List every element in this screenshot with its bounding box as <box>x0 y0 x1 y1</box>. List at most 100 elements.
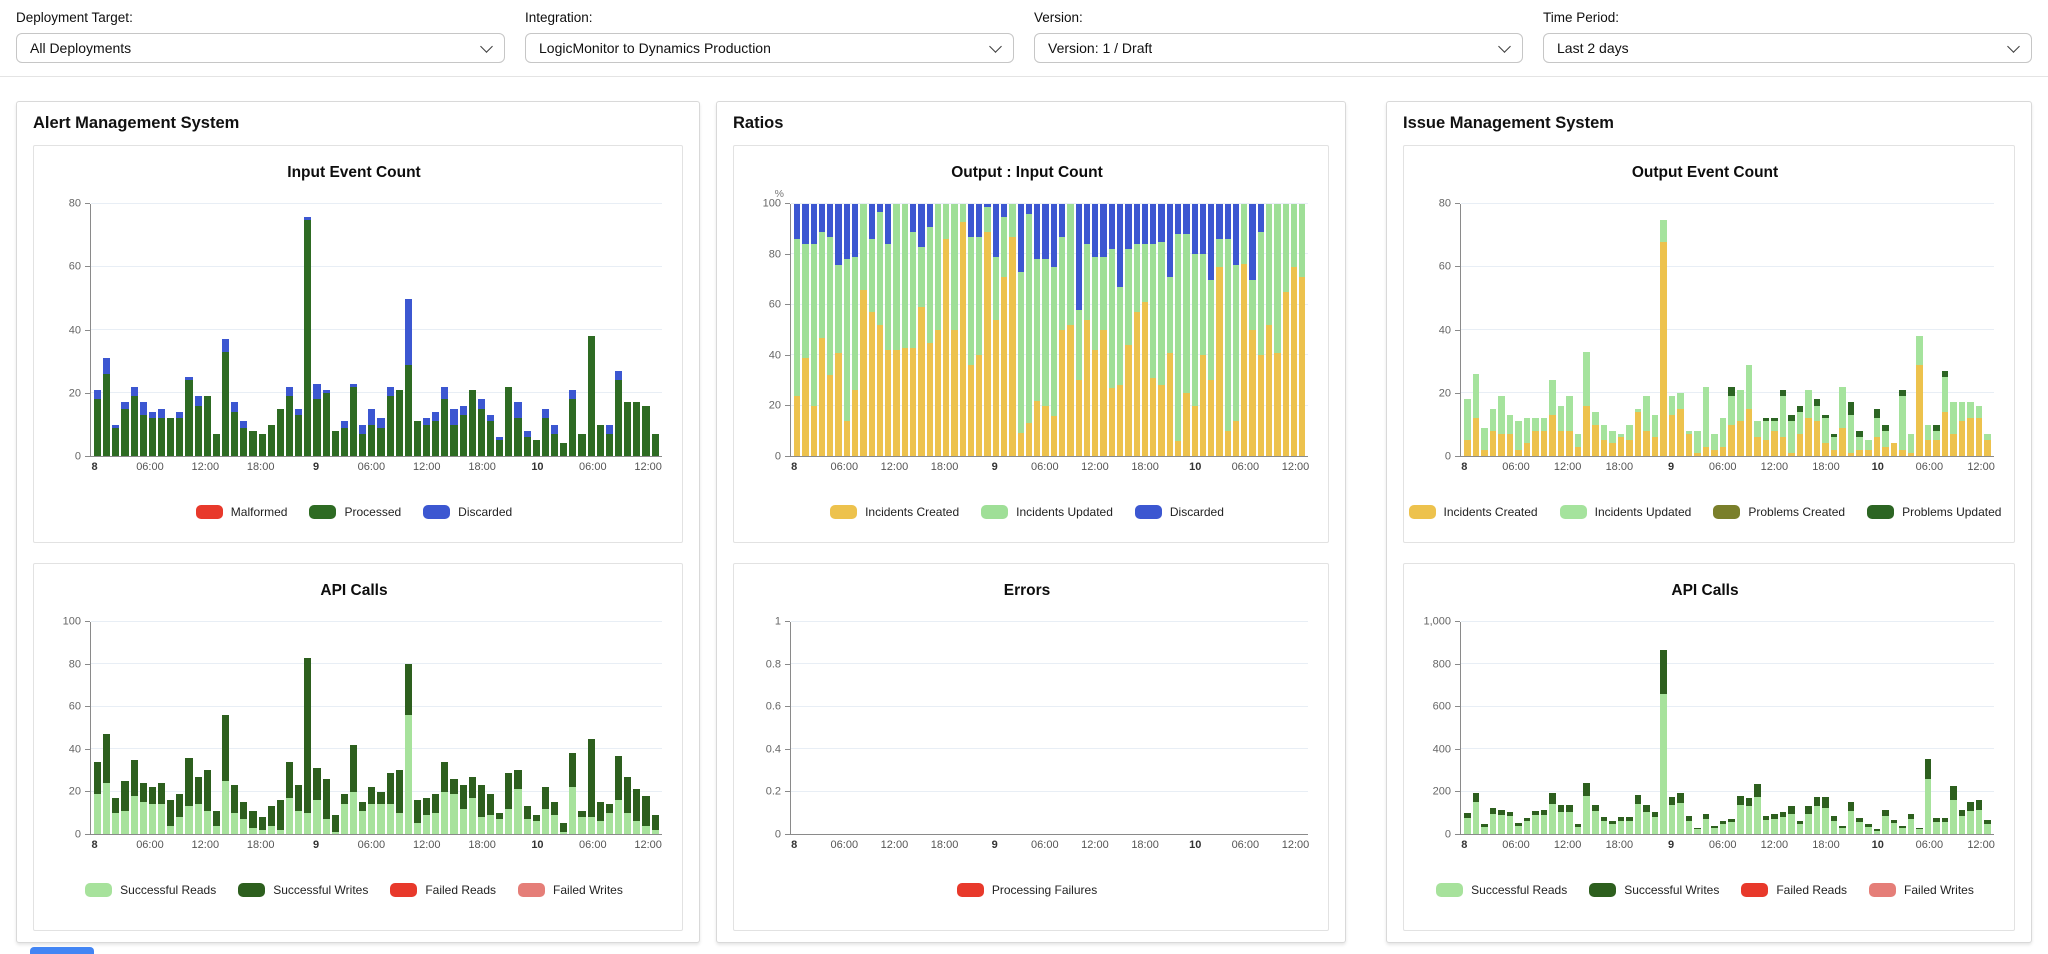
bar[interactable] <box>441 204 449 456</box>
bar[interactable] <box>1788 204 1795 456</box>
bar[interactable] <box>1001 204 1008 456</box>
bar[interactable] <box>359 622 367 834</box>
bar[interactable] <box>1694 622 1701 834</box>
bar[interactable] <box>1660 622 1667 834</box>
bar[interactable] <box>1583 622 1590 834</box>
bar[interactable] <box>860 622 866 834</box>
bar[interactable] <box>1813 204 1821 456</box>
time-period-select[interactable]: Last 2 days <box>1543 33 2032 63</box>
bar[interactable] <box>1933 622 1940 834</box>
legend-item-successful-writes[interactable]: Successful Writes <box>1589 883 1719 897</box>
bar[interactable] <box>1890 204 1898 456</box>
bar[interactable] <box>1175 622 1181 834</box>
bar[interactable] <box>1958 204 1966 456</box>
bar[interactable] <box>1258 622 1264 834</box>
bar[interactable] <box>1216 204 1223 456</box>
bar[interactable] <box>1532 204 1539 456</box>
bar[interactable] <box>1745 204 1753 456</box>
bar[interactable] <box>523 204 531 456</box>
bar[interactable] <box>1282 204 1289 456</box>
bar[interactable] <box>1481 622 1488 834</box>
bar[interactable] <box>810 204 817 456</box>
bar[interactable] <box>240 622 248 834</box>
bar[interactable] <box>1299 204 1306 456</box>
bar[interactable] <box>1216 622 1222 834</box>
bar[interactable] <box>432 622 440 834</box>
bar[interactable] <box>1125 204 1132 456</box>
bar[interactable] <box>1626 622 1633 834</box>
legend-item-processed[interactable]: Processed <box>309 505 401 519</box>
bar[interactable] <box>441 622 449 834</box>
bar[interactable] <box>1651 622 1659 834</box>
bar[interactable] <box>203 622 211 834</box>
bar[interactable] <box>1958 622 1966 834</box>
bar[interactable] <box>1643 622 1650 834</box>
bar[interactable] <box>1506 622 1514 834</box>
bar[interactable] <box>1100 622 1106 834</box>
bar[interactable] <box>1134 622 1140 834</box>
bar[interactable] <box>869 622 875 834</box>
bar[interactable] <box>1950 622 1957 834</box>
bar[interactable] <box>1100 204 1107 456</box>
bar[interactable] <box>1882 622 1889 834</box>
bar[interactable] <box>1540 622 1548 834</box>
bar[interactable] <box>103 204 111 456</box>
legend-item-successful-reads[interactable]: Successful Reads <box>85 883 216 897</box>
bar[interactable] <box>1067 622 1073 834</box>
bar[interactable] <box>1839 204 1846 456</box>
bar[interactable] <box>322 204 330 456</box>
bar[interactable] <box>1839 622 1846 834</box>
bar[interactable] <box>395 204 403 456</box>
bar[interactable] <box>112 622 120 834</box>
bar[interactable] <box>1566 204 1573 456</box>
bar[interactable] <box>1266 622 1272 834</box>
bar[interactable] <box>802 622 808 834</box>
deployment-target-select[interactable]: All Deployments <box>16 33 505 63</box>
bar[interactable] <box>1532 622 1539 834</box>
bar[interactable] <box>1224 204 1231 456</box>
legend-item-failed-reads[interactable]: Failed Reads <box>390 883 496 897</box>
bar[interactable] <box>1489 622 1497 834</box>
bar[interactable] <box>1685 204 1693 456</box>
bar[interactable] <box>1017 204 1024 456</box>
bar[interactable] <box>918 204 925 456</box>
bar[interactable] <box>167 204 175 456</box>
bar[interactable] <box>413 204 422 456</box>
bar[interactable] <box>349 204 358 456</box>
bar[interactable] <box>1290 204 1298 456</box>
bar[interactable] <box>386 204 394 456</box>
bar[interactable] <box>249 622 257 834</box>
bar[interactable] <box>1117 622 1123 834</box>
bar[interactable] <box>1830 204 1838 456</box>
bar[interactable] <box>1941 622 1949 834</box>
bar[interactable] <box>139 622 147 834</box>
bar[interactable] <box>1523 204 1531 456</box>
bar[interactable] <box>1907 622 1915 834</box>
bar[interactable] <box>1754 622 1761 834</box>
bar[interactable] <box>496 204 504 456</box>
bar[interactable] <box>368 204 376 456</box>
bar[interactable] <box>835 204 842 456</box>
bar[interactable] <box>876 204 884 456</box>
bar[interactable] <box>1464 204 1471 456</box>
bar[interactable] <box>1540 204 1548 456</box>
bar[interactable] <box>1890 622 1898 834</box>
bar[interactable] <box>1233 622 1239 834</box>
bar[interactable] <box>377 204 385 456</box>
bar[interactable] <box>404 622 412 834</box>
bar[interactable] <box>487 204 495 456</box>
bar[interactable] <box>1051 622 1057 834</box>
bar[interactable] <box>1899 622 1906 834</box>
bar[interactable] <box>1617 622 1625 834</box>
bar[interactable] <box>322 622 330 834</box>
bar[interactable] <box>587 204 595 456</box>
bar[interactable] <box>615 622 623 834</box>
bar[interactable] <box>852 622 858 834</box>
bar[interactable] <box>423 622 431 834</box>
bar[interactable] <box>1967 204 1974 456</box>
bar[interactable] <box>276 204 284 456</box>
bar[interactable] <box>926 204 933 456</box>
bar[interactable] <box>860 204 867 456</box>
bar[interactable] <box>1609 204 1616 456</box>
bar[interactable] <box>1609 622 1616 834</box>
